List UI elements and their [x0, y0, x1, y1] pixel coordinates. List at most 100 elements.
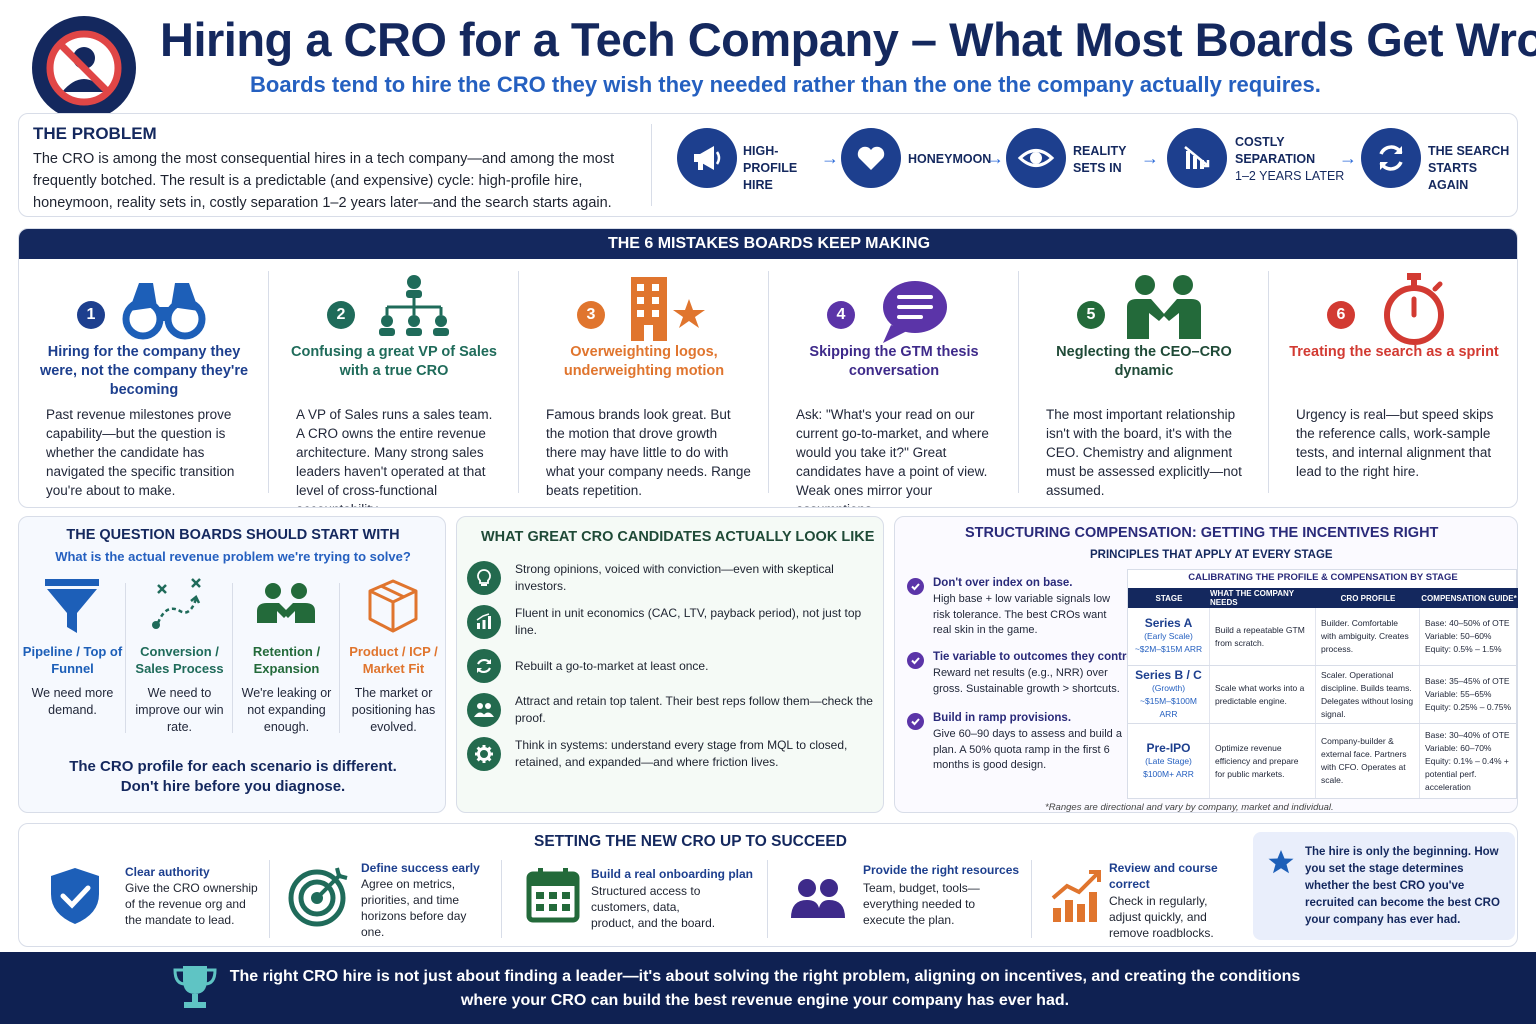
stage-name: Series B / C	[1135, 667, 1202, 682]
question-item: Product / ICP / Market Fit The market or…	[340, 577, 447, 742]
divider	[518, 271, 519, 493]
stage-arr: $100M+ ARR	[1143, 768, 1194, 779]
setup-heading: Provide the right resources	[863, 863, 1020, 877]
team-icon	[467, 693, 501, 727]
comp-cell: Base: 35–45% of OTE Variable: 55–65% Equ…	[1420, 666, 1518, 723]
stage-sub: (Late Stage)	[1145, 755, 1192, 766]
question-item: Conversion / Sales Process We need to im…	[126, 577, 233, 742]
divider	[1268, 271, 1269, 493]
stage-name: Series A	[1144, 616, 1193, 630]
question-footer: The CRO profile for each scenario is dif…	[19, 757, 447, 797]
gear-icon	[467, 737, 501, 771]
problem-body: The CRO is among the most consequential …	[33, 151, 615, 211]
setup-heading: Build a real onboarding plan	[591, 867, 754, 881]
divider	[768, 271, 769, 493]
principle-body: High base + low variable signals low ris…	[933, 593, 1111, 636]
candidate-trait: Attract and retain top talent. Their bes…	[515, 694, 873, 725]
stage-sub: (Early Scale)	[1144, 631, 1193, 641]
arrow-right-icon: →	[1339, 148, 1357, 168]
refresh-icon	[1361, 128, 1421, 188]
column-header: STAGE	[1155, 593, 1183, 603]
question-name: Retention / Expansion	[252, 644, 321, 676]
setup-body: Structured access to customers, data, pr…	[591, 884, 716, 930]
column-header: CRO PROFILE	[1340, 593, 1396, 603]
stage-cell: Pre-IPO (Late Stage) $100M+ ARR	[1128, 724, 1210, 798]
question-item: Retention / Expansion We're leaking or n…	[233, 577, 340, 742]
list-item: Rebuilt a go-to-market at least once.	[467, 645, 882, 685]
question-title: THE QUESTION BOARDS SHOULD START WITH	[66, 527, 400, 543]
column-header: WHAT THE COMPANY NEEDS	[1210, 589, 1294, 607]
refresh-icon	[467, 649, 501, 683]
binoculars-icon	[119, 269, 209, 349]
declining-chart-icon	[1167, 128, 1227, 188]
setup-body: Team, budget, tools—everything needed to…	[863, 881, 980, 927]
mistake-item: 1 Hiring for the company they were, not …	[19, 259, 269, 507]
question-name: Conversion / Sales Process	[135, 644, 224, 676]
mistake-body: Past revenue milestones prove capability…	[46, 407, 235, 498]
mistake-title: Neglecting the CEO–CRO dynamic	[1056, 344, 1232, 379]
page-title: Hiring a CRO for a Tech Company – What M…	[160, 13, 1536, 66]
candidate-trait: Strong opinions, voiced with conviction—…	[515, 562, 834, 593]
stage-cell: Series A (Early Scale) ~$2M–$15M ARR	[1128, 608, 1210, 665]
target-icon	[287, 864, 351, 928]
stage-arr: ~$2M–$15M ARR	[1134, 644, 1203, 654]
chat-bubble-icon	[869, 269, 959, 349]
box-icon	[360, 577, 426, 637]
star-icon	[1267, 848, 1295, 876]
setup-item: Build a real onboarding plan Structured …	[523, 858, 763, 946]
table-header: STAGE WHAT THE COMPANY NEEDS CRO PROFILE…	[1128, 588, 1518, 608]
stage-sub: (Growth)	[1151, 682, 1186, 693]
question-desc: We need to improve our win rate.	[135, 686, 224, 734]
compensation-section: STRUCTURING COMPENSATION: GETTING THE IN…	[894, 516, 1518, 813]
compensation-table: CALIBRATING THE PROFILE & COMPENSATION B…	[1127, 569, 1518, 799]
arrow-right-icon: →	[821, 148, 839, 168]
building-star-icon	[619, 269, 709, 349]
callout-text: The hire is only the beginning. How you …	[1305, 846, 1500, 926]
comp-line: Base: 30–40% of OTE	[1425, 729, 1510, 740]
people-icon	[787, 864, 851, 928]
no-person-icon	[30, 14, 138, 122]
question-name: Pipeline / Top of Funnel	[22, 644, 123, 676]
setup-item: Define success early Agree on metrics, p…	[287, 858, 517, 946]
setup-item: Provide the right resources Team, budget…	[787, 858, 1027, 946]
comp-line: Base: 35–45% of OTE	[1425, 676, 1510, 686]
problem-section: THE PROBLEM The CRO is among the most co…	[18, 113, 1518, 217]
calendar-icon	[523, 864, 587, 928]
question-section: THE QUESTION BOARDS SHOULD START WITH Wh…	[18, 516, 446, 813]
needs-cell: Build a repeatable GTM from scratch.	[1210, 608, 1316, 665]
column-header: COMPENSATION GUIDE*	[1421, 593, 1517, 603]
setup-callout: The hire is only the beginning. How you …	[1253, 832, 1515, 940]
mistake-number: 6	[1327, 301, 1355, 329]
profile-cell: Company-builder & external face. Partner…	[1316, 724, 1420, 798]
divider	[268, 271, 269, 493]
mistake-item: 6 Treating the search as a sprint Urgenc…	[1269, 259, 1517, 507]
comp-line: Variable: 50–60%	[1425, 631, 1492, 641]
divider	[232, 583, 233, 733]
eye-icon	[1006, 128, 1066, 188]
cycle-label: HIGH-PROFILE HIRE	[743, 144, 798, 192]
profile-cell: Builder. Comfortable with ambiguity. Cre…	[1316, 608, 1420, 665]
principle-heading: Don't over index on base.	[933, 577, 1073, 589]
divider	[125, 583, 126, 733]
footer-banner: The right CRO hire is not just about fin…	[0, 952, 1536, 1024]
compensation-title: STRUCTURING COMPENSATION: GETTING THE IN…	[965, 525, 1439, 541]
principle-body: Give 60–90 days to assess and build a pl…	[933, 728, 1122, 771]
setup-heading: Define success early	[361, 861, 480, 875]
cycle-label: HONEYMOON	[908, 152, 992, 166]
arrow-right-icon: →	[986, 148, 1004, 168]
footer-line: The right CRO hire is not just about fin…	[229, 968, 1301, 985]
setup-section: SETTING THE NEW CRO UP TO SUCCEED Clear …	[18, 823, 1518, 947]
mistake-body: Urgency is real—but speed skips the refe…	[1296, 407, 1494, 479]
growth-chart-icon	[1047, 864, 1111, 928]
cycle-label: REALITY SETS IN	[1073, 144, 1127, 175]
stopwatch-icon	[1369, 269, 1459, 349]
play-diagram-icon	[146, 577, 212, 637]
setup-heading: Review and course correct	[1109, 861, 1218, 891]
mistake-number: 3	[577, 301, 605, 329]
mistake-title: Overweighting logos, underweighting moti…	[563, 344, 725, 379]
mistake-item: 5 Neglecting the CEO–CRO dynamic The mos…	[1019, 259, 1269, 507]
comp-line: Equity: 0.25% – 0.75%	[1425, 702, 1512, 712]
divider	[1018, 271, 1019, 493]
people-icon	[253, 577, 319, 637]
footer-text: The right CRO hire is not just about fin…	[190, 965, 1340, 1013]
